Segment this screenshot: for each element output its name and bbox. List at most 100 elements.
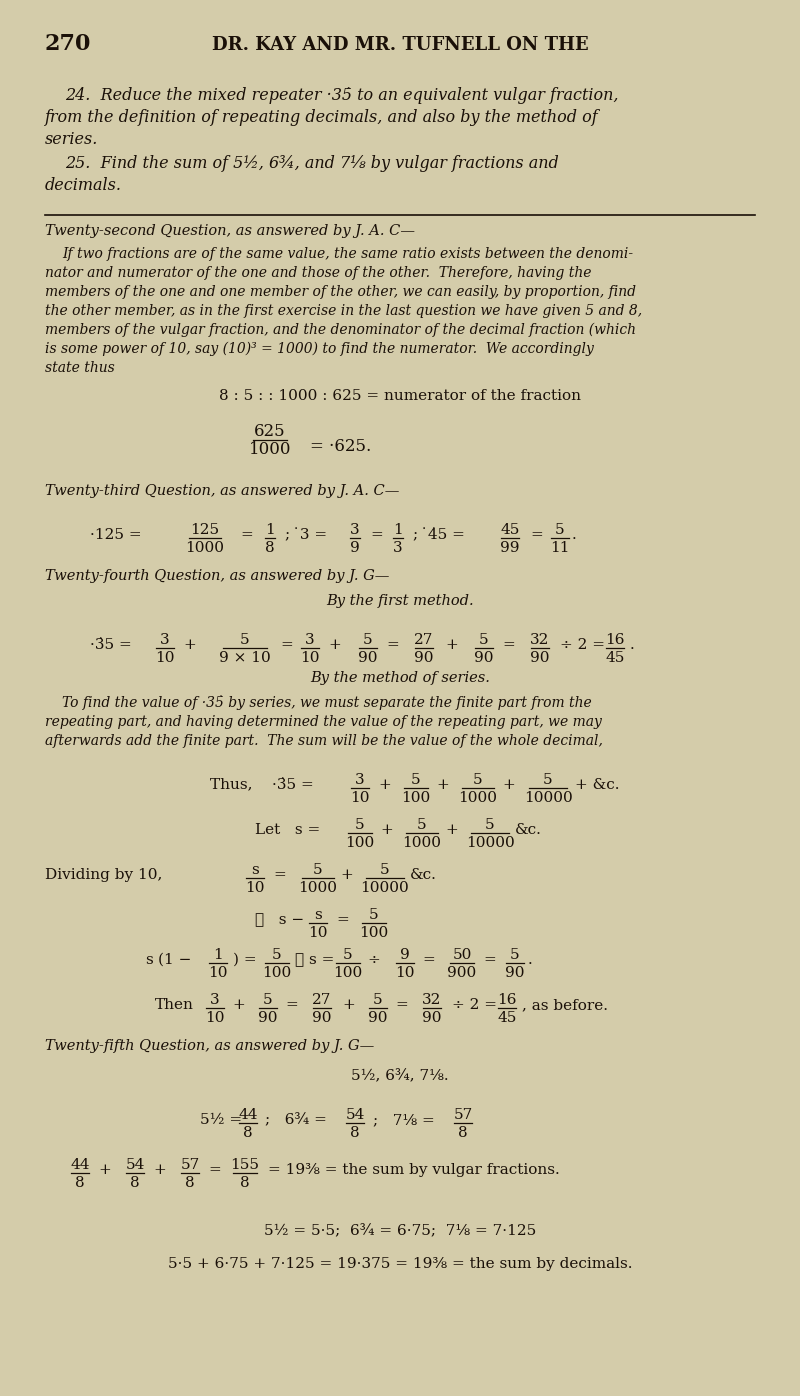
Text: 5½ =: 5½ =: [200, 1113, 242, 1127]
Text: +: +: [328, 638, 341, 652]
Text: 10000: 10000: [361, 881, 410, 895]
Text: 50: 50: [452, 948, 472, 962]
Text: s: s: [251, 863, 259, 877]
Text: +: +: [342, 998, 354, 1012]
Text: 90: 90: [474, 651, 494, 664]
Text: +: +: [232, 998, 245, 1012]
Text: 54: 54: [126, 1159, 145, 1173]
Text: 10: 10: [308, 926, 328, 940]
Text: By the first method.: By the first method.: [326, 595, 474, 609]
Text: 8: 8: [265, 542, 275, 556]
Text: 8: 8: [75, 1175, 85, 1189]
Text: state thus: state thus: [45, 362, 114, 376]
Text: 5: 5: [343, 948, 353, 962]
Text: 5: 5: [510, 948, 520, 962]
Text: = 19⅜ = the sum by vulgar fractions.: = 19⅜ = the sum by vulgar fractions.: [268, 1163, 560, 1177]
Text: +: +: [436, 778, 449, 792]
Text: 90: 90: [506, 966, 525, 980]
Text: 10: 10: [300, 651, 320, 664]
Text: Twenty-third Question, as answered by J. A. C—: Twenty-third Question, as answered by J.…: [45, 484, 399, 498]
Text: 8: 8: [350, 1127, 360, 1141]
Text: ÷ 2 =: ÷ 2 =: [452, 998, 497, 1012]
Text: decimals.: decimals.: [45, 177, 122, 194]
Text: 3: 3: [305, 632, 315, 646]
Text: 44: 44: [70, 1159, 90, 1173]
Text: 5: 5: [479, 632, 489, 646]
Text: + &c.: + &c.: [575, 778, 619, 792]
Text: 8: 8: [185, 1175, 195, 1189]
Text: 100: 100: [334, 966, 362, 980]
Text: 45: 45: [498, 1011, 517, 1025]
Text: ·125 =: ·125 =: [90, 528, 142, 542]
Text: 90: 90: [368, 1011, 388, 1025]
Text: .: .: [630, 638, 634, 652]
Text: 90: 90: [258, 1011, 278, 1025]
Text: 10000: 10000: [524, 792, 572, 805]
Text: 27: 27: [414, 632, 434, 646]
Text: 25.  Find the sum of 5½, 6¾, and 7⅛ by vulgar fractions and: 25. Find the sum of 5½, 6¾, and 7⅛ by vu…: [65, 155, 558, 172]
Text: 32: 32: [422, 993, 442, 1007]
Text: .: .: [572, 528, 577, 542]
Text: 9: 9: [400, 948, 410, 962]
Text: 90: 90: [530, 651, 550, 664]
Text: 10: 10: [155, 651, 174, 664]
Text: 3: 3: [355, 773, 365, 787]
Text: 5: 5: [373, 993, 383, 1007]
Text: ) =: ) =: [233, 953, 257, 967]
Text: DR. KAY AND MR. TUFNELL ON THE: DR. KAY AND MR. TUFNELL ON THE: [212, 36, 588, 54]
Text: =: =: [530, 528, 542, 542]
Text: 8 : 5 : : 1000 : 625 = numerator of the fraction: 8 : 5 : : 1000 : 625 = numerator of the …: [219, 389, 581, 403]
Text: 3: 3: [210, 993, 220, 1007]
Text: +: +: [98, 1163, 110, 1177]
Text: 1000: 1000: [458, 792, 498, 805]
Text: 5: 5: [543, 773, 553, 787]
Text: 100: 100: [262, 966, 292, 980]
Text: &c.: &c.: [515, 824, 542, 838]
Text: repeating part, and having determined the value of the repeating part, we may: repeating part, and having determined th…: [45, 715, 602, 729]
Text: , as before.: , as before.: [522, 998, 608, 1012]
Text: 5: 5: [355, 818, 365, 832]
Text: =: =: [483, 953, 496, 967]
Text: s: s: [145, 953, 153, 967]
Text: 45: 45: [500, 524, 520, 537]
Text: 44: 44: [238, 1108, 258, 1122]
Text: =: =: [285, 998, 298, 1012]
Text: +: +: [183, 638, 196, 652]
Text: +: +: [378, 778, 390, 792]
Text: 16: 16: [498, 993, 517, 1007]
Text: 1000: 1000: [298, 881, 338, 895]
Text: Twenty-fourth Question, as answered by J. G—: Twenty-fourth Question, as answered by J…: [45, 570, 390, 584]
Text: Thus,    ·3̇5 =: Thus, ·3̇5 =: [210, 778, 314, 792]
Text: +: +: [153, 1163, 166, 1177]
Text: 5: 5: [369, 907, 379, 921]
Text: 5: 5: [240, 632, 250, 646]
Text: ∴ s =: ∴ s =: [295, 953, 334, 967]
Text: 100: 100: [402, 792, 430, 805]
Text: Let   s =: Let s =: [255, 824, 320, 838]
Text: s: s: [314, 907, 322, 921]
Text: is some power of 10, say (10)³ = 1000) to find the numerator.  We accordingly: is some power of 10, say (10)³ = 1000) t…: [45, 342, 594, 356]
Text: 90: 90: [422, 1011, 442, 1025]
Text: 16: 16: [606, 632, 625, 646]
Text: nator and numerator of the one and those of the other.  Therefore, having the: nator and numerator of the one and those…: [45, 267, 591, 281]
Text: 27: 27: [312, 993, 332, 1007]
Text: To find the value of ·35̇ by series, we must separate the finite part from the: To find the value of ·35̇ by series, we …: [62, 695, 592, 711]
Text: Twenty-fifth Question, as answered by J. G—: Twenty-fifth Question, as answered by J.…: [45, 1039, 374, 1053]
Text: 8: 8: [243, 1127, 253, 1141]
Text: members of the vulgar fraction, and the denominator of the decimal fraction (whi: members of the vulgar fraction, and the …: [45, 322, 636, 336]
Text: 1: 1: [393, 524, 403, 537]
Text: =: =: [208, 1163, 221, 1177]
Text: +: +: [340, 868, 353, 882]
Text: 8: 8: [458, 1127, 468, 1141]
Text: 57: 57: [454, 1108, 473, 1122]
Text: 10: 10: [246, 881, 265, 895]
Text: By the method of series.: By the method of series.: [310, 671, 490, 685]
Text: ;   6¾ =: ; 6¾ =: [265, 1113, 327, 1127]
Text: +: +: [380, 824, 393, 838]
Text: 1: 1: [213, 948, 223, 962]
Text: members of the one and one member of the other, we can easily, by proportion, fi: members of the one and one member of the…: [45, 285, 636, 299]
Text: 24.  Reduce the mixed repeater ·35̇ to an equivalent vulgar fraction,: 24. Reduce the mixed repeater ·35̇ to an…: [65, 87, 618, 103]
Text: 100: 100: [359, 926, 389, 940]
Text: 5: 5: [473, 773, 483, 787]
Text: ;  ̇4̇5 =: ; ̇4̇5 =: [413, 528, 465, 542]
